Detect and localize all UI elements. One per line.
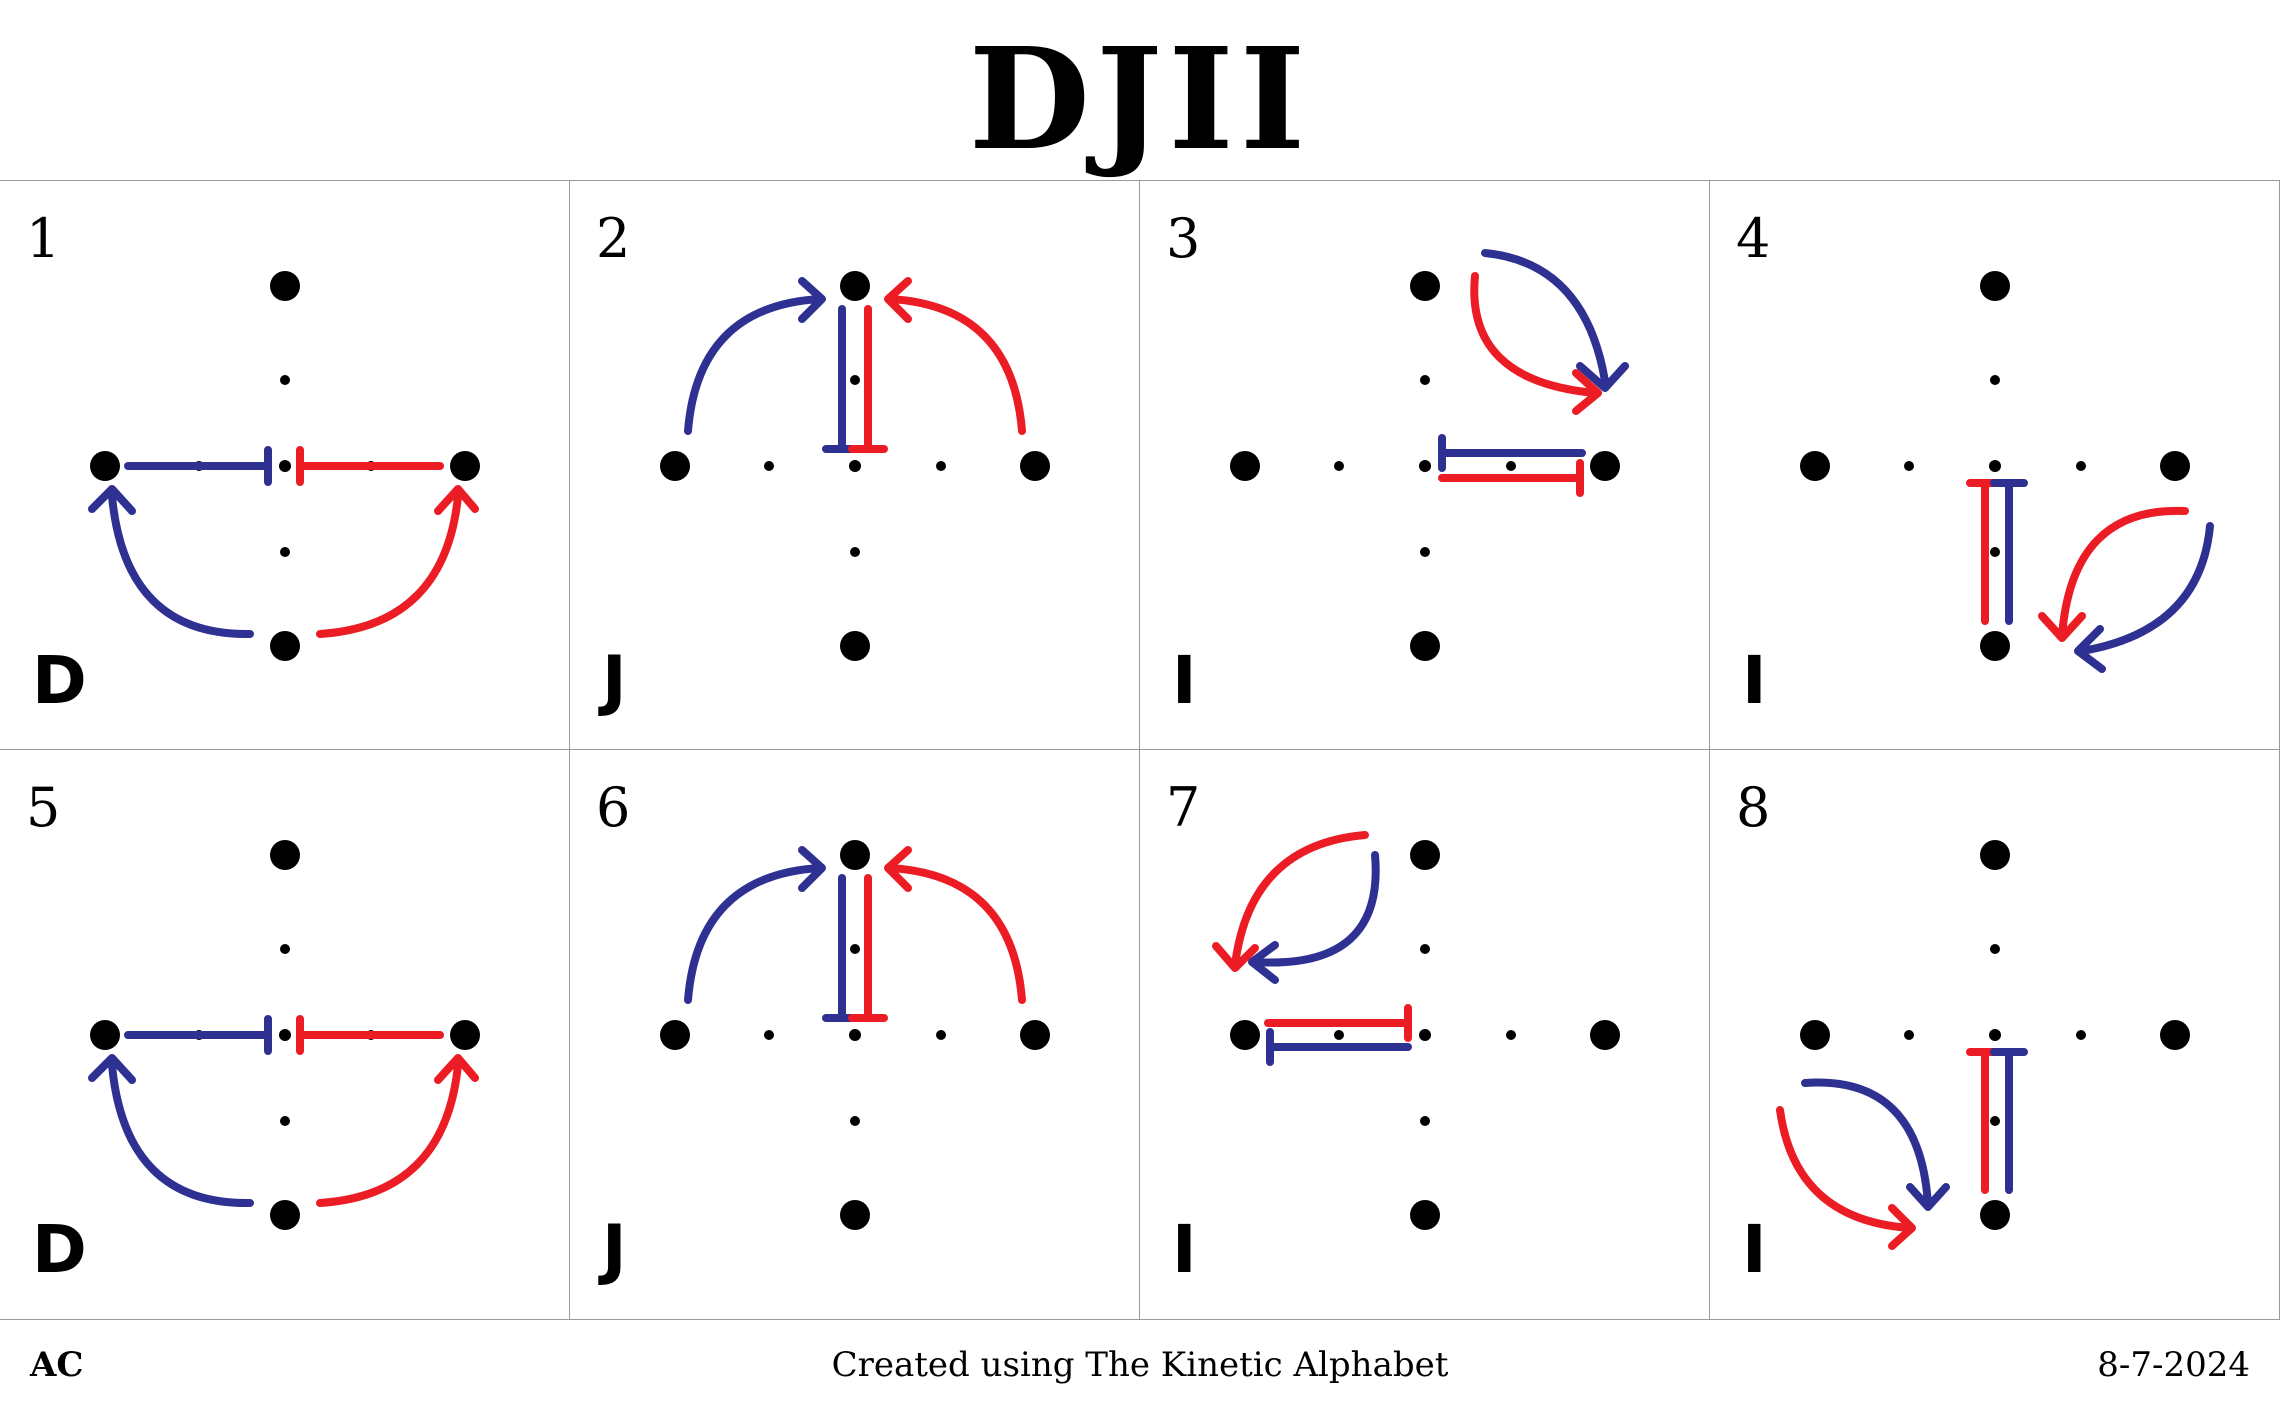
cell-number: 8 bbox=[1736, 776, 1771, 839]
blue-staff bbox=[1438, 434, 1586, 472]
pictograph-cell-1[interactable]: 1 D bbox=[0, 180, 570, 750]
cell-number: 4 bbox=[1736, 207, 1771, 270]
pictograph-cell-3[interactable]: 3 I bbox=[1140, 180, 1710, 750]
pictograph-7 bbox=[1212, 831, 1620, 1230]
cell-number: 7 bbox=[1166, 776, 1201, 839]
cell-letter: I bbox=[1742, 1211, 1767, 1288]
red-motion-arrow bbox=[884, 277, 1026, 435]
blue-motion-arrow bbox=[1481, 249, 1629, 392]
pictograph-4 bbox=[1800, 271, 2214, 673]
author-initials: AC bbox=[30, 1345, 84, 1385]
pictograph-3 bbox=[1230, 249, 1629, 661]
grid-dots bbox=[90, 840, 480, 1230]
credit-text: Created using The Kinetic Alphabet bbox=[831, 1345, 1449, 1385]
blue-motion-arrow bbox=[684, 277, 826, 435]
grid-dots bbox=[660, 271, 1050, 661]
blue-staff bbox=[124, 1015, 272, 1055]
red-staff bbox=[296, 1015, 444, 1055]
pictograph-cell-6[interactable]: 6 J bbox=[570, 750, 1140, 1320]
red-motion-arrow bbox=[316, 485, 479, 638]
grid-dots bbox=[1800, 271, 2190, 661]
cell-letter: J bbox=[602, 1211, 627, 1288]
grid-dots bbox=[1230, 271, 1620, 661]
red-motion-arrow bbox=[884, 846, 1026, 1004]
blue-motion-arrow bbox=[1248, 851, 1380, 984]
blue-motion-arrow bbox=[1801, 1078, 1950, 1211]
cell-letter: D bbox=[32, 1211, 87, 1288]
cell-letter: I bbox=[1172, 1211, 1197, 1288]
blue-motion-arrow bbox=[684, 846, 826, 1004]
red-motion-arrow bbox=[316, 1054, 479, 1207]
blue-staff bbox=[1990, 1048, 2028, 1194]
pictograph-cell-7[interactable]: 7 I bbox=[1140, 750, 1710, 1320]
pictograph-cell-4[interactable]: 4 I bbox=[1710, 180, 2280, 750]
blue-motion-arrow bbox=[88, 1054, 254, 1208]
pictograph-grid: 1 D 2 J bbox=[0, 180, 2280, 1320]
pictograph-8 bbox=[1776, 840, 2190, 1250]
red-staff bbox=[1438, 459, 1584, 497]
grid-dots bbox=[1230, 840, 1620, 1230]
red-staff bbox=[848, 305, 888, 453]
red-staff bbox=[848, 874, 888, 1022]
blue-staff bbox=[1990, 479, 2028, 625]
cell-number: 6 bbox=[596, 776, 631, 839]
red-staff bbox=[1264, 1004, 1412, 1042]
red-motion-arrow bbox=[2038, 506, 2189, 642]
page-title: DJII bbox=[968, 18, 1312, 182]
cell-letter: I bbox=[1172, 642, 1197, 719]
date-text: 8-7-2024 bbox=[2097, 1345, 2250, 1385]
blue-motion-arrow bbox=[2074, 522, 2214, 673]
cell-number: 3 bbox=[1166, 207, 1201, 270]
cell-letter: I bbox=[1742, 642, 1767, 719]
red-motion-arrow bbox=[1470, 272, 1602, 415]
cell-number: 5 bbox=[26, 776, 61, 839]
cell-number: 1 bbox=[26, 207, 61, 270]
blue-motion-arrow bbox=[88, 485, 254, 639]
pictograph-6 bbox=[660, 840, 1050, 1230]
pictograph-cell-8[interactable]: 8 I bbox=[1710, 750, 2280, 1320]
red-motion-arrow bbox=[1776, 1106, 1916, 1250]
pictograph-5 bbox=[88, 840, 480, 1230]
cell-letter: D bbox=[32, 642, 87, 719]
pictograph-cell-5[interactable]: 5 D bbox=[0, 750, 570, 1320]
pictograph-2 bbox=[660, 271, 1050, 661]
pictograph-cell-2[interactable]: 2 J bbox=[570, 180, 1140, 750]
cell-number: 2 bbox=[596, 207, 631, 270]
red-staff bbox=[296, 446, 444, 486]
grid-dots bbox=[1800, 840, 2190, 1230]
blue-staff bbox=[124, 446, 272, 486]
cell-letter: J bbox=[602, 642, 627, 719]
red-motion-arrow bbox=[1212, 831, 1369, 972]
grid-dots bbox=[660, 840, 1050, 1230]
pictograph-1 bbox=[88, 271, 480, 661]
blue-staff bbox=[1266, 1028, 1412, 1066]
